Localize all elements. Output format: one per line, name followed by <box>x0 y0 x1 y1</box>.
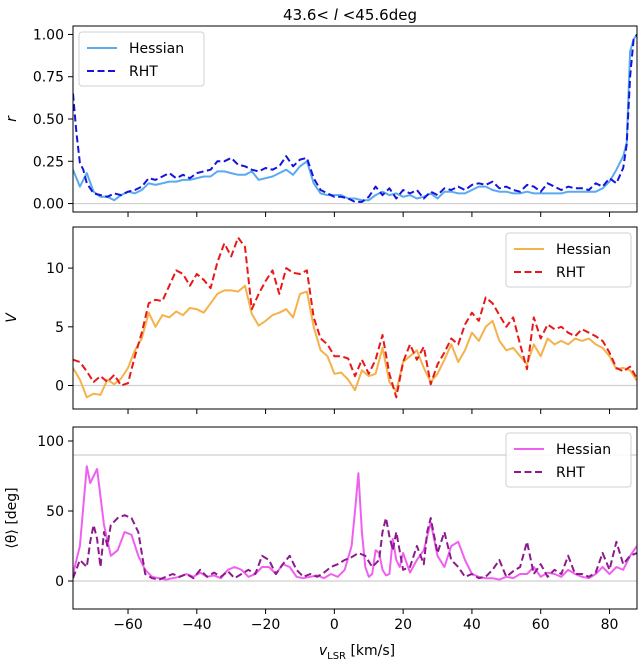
legend-label: Hessian <box>556 242 611 258</box>
series-line-rht <box>73 33 637 203</box>
x-tick-label: −40 <box>182 617 212 633</box>
legend-label: RHT <box>556 265 585 281</box>
y-tick-label: 5 <box>55 320 64 336</box>
series-line-hessian <box>73 284 637 399</box>
legend: Hessian RHT <box>78 31 205 87</box>
legend: Hessian RHT <box>505 432 632 488</box>
y-axis-label: ⟨θ⟩ [deg] <box>4 487 20 548</box>
y-tick-label: 1.00 <box>33 27 64 43</box>
x-tick-label: 80 <box>601 617 619 633</box>
series-line-rht <box>73 236 637 399</box>
x-axis-label: vLSR [km/s] <box>319 643 395 662</box>
chart-title: 43.6< l <45.6deg <box>283 6 417 24</box>
y-tick-label: 0 <box>55 574 64 590</box>
axes-frame <box>72 226 638 410</box>
y-axis-label: V <box>4 312 20 323</box>
legend-label: Hessian <box>129 41 184 57</box>
y-tick-label: 0 <box>55 379 64 395</box>
panel-1: 0.00 0.25 0.50 0.75 1.00 r Hessian RHT <box>4 25 638 217</box>
x-tick-label: 40 <box>463 617 481 633</box>
legend-label: Hessian <box>556 442 611 458</box>
panel-3: −60 −40 −20 0 20 40 60 80 0 50 100 ⟨θ⟩ [deg] Hessian… <box>4 426 638 633</box>
legend: Hessian RHT <box>505 232 632 288</box>
series-line-hessian <box>73 33 637 202</box>
y-tick-label: 0.75 <box>33 70 64 86</box>
panel-2: 0 5 10 V Hessian RHT <box>4 226 638 414</box>
y-tick-label: 50 <box>46 504 64 520</box>
x-tick-label: 60 <box>532 617 550 633</box>
panels: 0.00 0.25 0.50 0.75 1.00 r Hessian RHT 0 5 10 V Hess… <box>4 25 638 633</box>
y-tick-label: 0.50 <box>33 112 64 128</box>
x-tick-label: −20 <box>251 617 281 633</box>
x-tick-label: 20 <box>394 617 412 633</box>
legend-label: RHT <box>556 465 585 481</box>
y-tick-label: 0.00 <box>33 197 64 213</box>
series-line-rht <box>73 514 637 581</box>
axes-frame <box>72 426 638 610</box>
y-axis-label: r <box>4 115 20 122</box>
legend-label: RHT <box>129 64 158 80</box>
y-tick-label: 10 <box>46 261 64 277</box>
y-tick-label: 0.25 <box>33 154 64 170</box>
x-tick-label: −60 <box>113 617 143 633</box>
series-line-hessian <box>73 465 637 581</box>
y-tick-label: 100 <box>37 434 64 450</box>
x-tick-label: 0 <box>330 617 339 633</box>
